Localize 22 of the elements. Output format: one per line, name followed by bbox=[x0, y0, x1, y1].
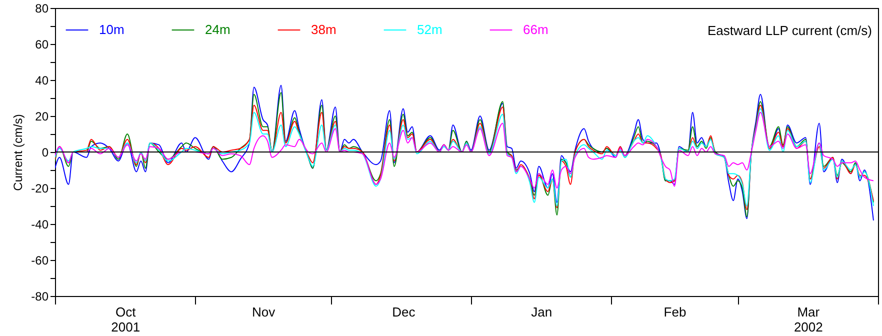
y-tick-label: 80 bbox=[35, 2, 49, 16]
y-tick-label: 0 bbox=[42, 146, 49, 160]
x-tick-label: Nov bbox=[252, 304, 276, 320]
y-tick-label: -80 bbox=[31, 290, 49, 304]
legend-label: 24m bbox=[205, 22, 230, 37]
y-axis-title: Current (cm/s) bbox=[11, 114, 26, 191]
y-tick-label: 60 bbox=[35, 38, 49, 52]
x-tick-label: Mar 2002 bbox=[794, 304, 823, 334]
y-tick-label: 20 bbox=[35, 110, 49, 124]
y-tick-label: -20 bbox=[31, 182, 49, 196]
y-tick-label: 40 bbox=[35, 74, 49, 88]
legend-label: 66m bbox=[523, 22, 548, 37]
legend-label: 38m bbox=[311, 22, 336, 37]
legend-label: 10m bbox=[99, 22, 124, 37]
y-tick-label: -40 bbox=[31, 218, 49, 232]
x-tick-label: Jan bbox=[531, 304, 552, 320]
annotation: Eastward LLP current (cm/s) bbox=[708, 23, 872, 38]
x-tick-label: Feb bbox=[664, 304, 686, 320]
legend-label: 52m bbox=[417, 22, 442, 37]
x-tick-label: Oct 2001 bbox=[111, 304, 140, 334]
x-tick-label: Dec bbox=[392, 304, 416, 320]
y-tick-label: -60 bbox=[31, 254, 49, 268]
